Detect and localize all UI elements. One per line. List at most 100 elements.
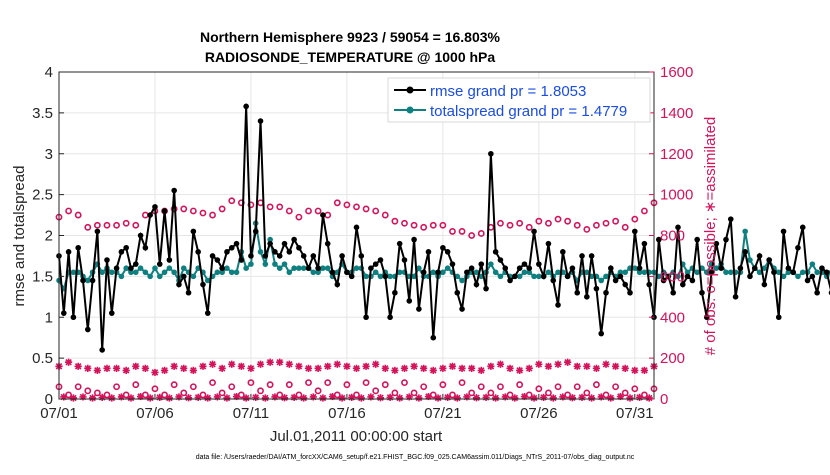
rmse-point [200,281,206,288]
rmse-point [406,298,413,304]
rmse-point [723,236,729,243]
totalspread-point [636,269,643,276]
totalspread-point [118,273,125,280]
x-axis: 07/01 07/06 07/11 07/16 07/21 07/26 07/31 [40,394,654,422]
x-tick-label: 07/21 [424,405,462,422]
assimilated-obs-marker [204,394,212,402]
totalspread-point [156,273,163,280]
assimilated-obs-marker [386,393,394,401]
assimilated-obs-marker [405,393,413,401]
possible-obs-marker [420,383,428,391]
rmse-point [176,281,182,288]
totalspread-point [536,273,542,280]
assimilated-obs-marker [362,362,370,370]
possible-obs-marker [285,381,293,389]
possible-obs-marker [545,389,552,397]
assimilated-obs-marker [554,360,562,368]
right-axis: 0 200 400 600 800 1000 1200 1400 1600 [649,64,693,408]
rmse-point [315,265,321,272]
chart-title-line2: RADIOSONDE_TEMPERATURE @ 1000 hPa [205,49,496,65]
assimilated-obs-marker [559,393,567,401]
assimilated-obs-marker [271,393,279,401]
totalspread-point [262,261,269,267]
possible-obs-marker [285,207,293,215]
totalspread-point [742,228,748,235]
assimilated-obs-marker [122,366,130,374]
rmse-point [137,232,144,239]
possible-obs-marker [84,223,92,231]
assimilated-obs-marker [208,360,217,368]
rmse-point [281,240,288,247]
possible-obs-marker [353,203,360,211]
totalspread-point [454,273,461,280]
rmse-point [296,244,302,251]
assimilated-obs-marker [247,364,255,372]
totalspread-point [747,257,753,263]
y-right-tick-label: 400 [660,309,685,326]
y-right-tick-label: 800 [660,228,685,245]
possible-obs-marker [257,199,264,207]
assimilated-obs-marker [79,393,87,401]
rmse-point [507,277,513,284]
assimilated-obs-marker [108,394,116,402]
rmse-line [58,106,830,351]
assimilated-obs-marker [132,362,140,370]
rmse-point [555,302,561,308]
totalspread-point [180,265,187,272]
possible-obs-marker [74,383,82,391]
rmse-point [732,294,739,300]
possible-obs-marker [468,389,476,397]
totalspread-point [632,265,638,272]
rmse-point [334,281,341,288]
totalspread-point [315,269,321,276]
assimilated-obs-marker [645,394,653,402]
possible-obs-marker [218,205,226,213]
totalspread-point [488,261,494,267]
totalspread-point [694,269,700,276]
rmse-point [627,289,633,296]
possible-obs-marker [583,389,591,397]
y-left-tick-label: 1 [45,309,53,326]
rmse-point [823,269,830,276]
totalspread-point [723,269,729,276]
possible-obs-marker [266,203,274,211]
assimilated-obs-marker [415,394,423,402]
totalspread-point [281,261,288,267]
rmse-point [492,249,499,255]
assimilated-obs-marker [261,394,269,402]
x-axis-label: Jul.01,2011 00:00:00 start [270,428,443,445]
assimilated-obs-marker [136,392,145,401]
possible-obs-marker [468,232,476,239]
assimilated-obs-marker [530,394,538,402]
totalspread-point [310,269,317,276]
possible-obs-marker [554,383,562,391]
rmse-point [497,257,504,263]
assimilated-obs-marker [444,393,452,401]
possible-obs-marker [84,387,92,395]
totalspread-point [411,273,417,280]
assimilated-obs-marker [578,393,586,401]
totalspread-point [387,273,393,280]
possible-obs-marker [631,215,639,223]
possible-obs-marker [506,221,514,229]
possible-obs-marker [477,230,485,237]
possible-obs-marker [391,389,399,397]
rmse-point [180,273,187,280]
possible-obs-marker [554,215,562,223]
rmse-point [377,257,384,263]
rmse-point [785,265,792,272]
possible-obs-marker [257,387,264,395]
rmse-point [84,326,91,333]
rmse-point [286,249,293,255]
assimilated-obs-marker [429,366,437,374]
possible-obs-marker [93,389,101,397]
rmse-point [636,265,643,272]
totalspread-point [497,273,504,280]
rmse-point [372,261,379,267]
rmse-point [80,277,86,284]
rmse-point [291,236,297,243]
legend-box [387,77,651,123]
possible-obs-marker [497,219,504,227]
possible-obs-marker [132,221,140,229]
assimilated-obs-marker [487,362,495,370]
